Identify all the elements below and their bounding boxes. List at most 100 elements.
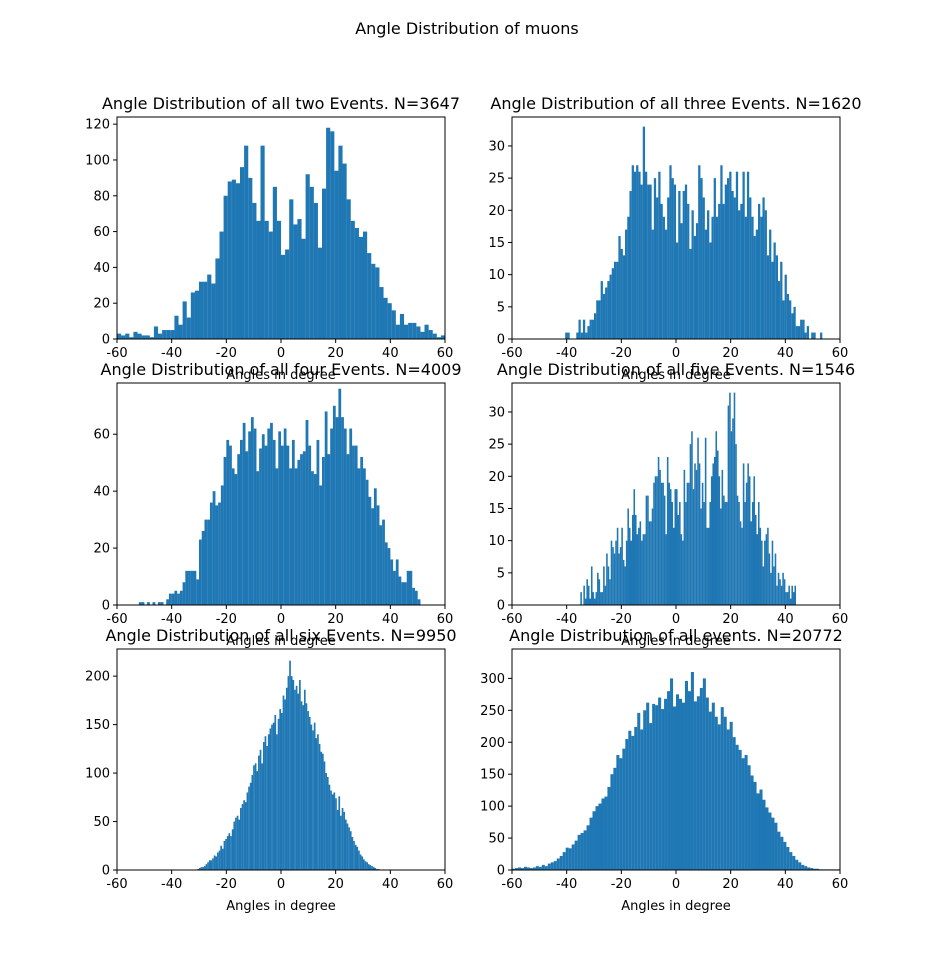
histogram-bar [303,689,306,870]
histogram-bar [592,592,595,605]
histogram-bar [707,210,710,339]
histogram-bar [635,514,637,605]
histogram-bar [707,527,710,605]
histogram-bar [642,534,645,605]
histogram-bar [688,482,690,605]
histogram-bar [724,184,728,339]
histogram-bar [395,324,400,339]
histogram-bar [373,488,377,605]
x-tick-label: -20 [216,612,237,627]
histogram-bar [374,868,377,870]
histogram-bar [695,223,699,339]
histogram-bar [697,437,699,605]
histogram-bar [289,468,292,605]
histogram-bar [240,439,243,605]
histogram-bar [401,582,405,605]
histogram-bar [775,255,778,339]
histogram-bar [602,293,606,339]
histogram-bar [282,695,285,870]
histogram-bar [290,676,293,870]
histogram-bar [708,711,712,870]
histogram-bar [305,420,309,605]
histogram-bar [417,599,421,605]
histogram-bar [753,476,756,605]
histogram-bar [768,553,771,605]
histogram-bar [158,602,161,605]
histogram-bar [638,527,640,605]
histogram-bar [655,705,659,870]
histogram-bar [607,786,611,870]
histogram-bar [773,242,776,339]
histogram-bar [215,505,219,605]
subplot-6: -60 -40 -20 0 20 40 60 0 50 100 150 200 250 300 Angle … [480,626,848,914]
histogram-bar [587,326,590,339]
histogram-bar [660,203,663,339]
histogram-bar [338,796,341,870]
histogram-bar [667,691,671,870]
histogram-bar [409,570,413,605]
histogram-bar [774,822,778,870]
histogram-bar [390,559,394,605]
y-tick-label: 30 [488,405,505,420]
histogram-bars [138,388,421,605]
histogram-bar [316,439,320,605]
histogram-bar [556,858,560,870]
histogram-bar [550,862,554,870]
histogram-bar [636,534,639,605]
histogram-bar [771,540,774,605]
histogram-bar [308,716,311,870]
histogram-bar [782,572,784,605]
y-tick-label: 30 [488,139,505,154]
histogram-bar [221,848,224,870]
histogram-bar [520,868,524,870]
histogram-bar [669,165,672,339]
histogram-bar [278,431,282,605]
histogram-bars [117,127,446,340]
histogram-bar [625,739,629,870]
histogram-bar [684,680,688,870]
histogram-bar [375,267,380,339]
histogram-bar [535,866,539,870]
histogram-bar [639,521,642,605]
histogram-bar [679,502,681,605]
histogram-bar [603,566,605,605]
histogram-bar [706,527,708,605]
histogram-bar [622,748,626,870]
histogram-bar [203,281,208,339]
subplot-4: -60 -40 -20 0 20 40 60 0 5 10 15 20 25 30 Angle Distri… [488,360,855,649]
histogram-bar [295,685,298,870]
histogram-bar [693,236,696,339]
histogram-bar [586,579,588,605]
histogram-bar [673,706,677,870]
histogram-bar [807,867,811,870]
y-tick-label: 60 [93,428,110,443]
histogram-bar [367,864,370,870]
histogram-bar [202,867,204,870]
histogram-bar [408,322,413,339]
histogram-bar [287,676,290,870]
histogram-bar [785,592,787,605]
y-tick-label: 25 [488,438,505,453]
y-tick-label: 20 [93,297,110,312]
histogram-bar [404,324,409,339]
histogram-bar [811,332,814,339]
histogram-bar [346,823,349,870]
figure-title: Angle Distribution of muons [355,19,579,38]
y-tick-label: 100 [85,153,110,168]
histogram-bar [404,582,407,605]
histogram-bar [742,171,745,339]
histogram-bar [129,337,134,339]
histogram-bar [764,540,766,605]
histogram-bar [646,702,650,870]
histogram-bar [228,833,231,870]
histogram-bar [618,553,620,605]
histogram-bar [574,840,578,870]
histogram-bar [293,224,298,339]
histogram-bar [601,798,605,870]
histogram-bar [209,502,213,605]
histogram-bar [698,165,701,339]
histogram-bar [317,247,323,339]
histogram-bar [305,703,308,870]
histogram-bar [318,743,321,870]
histogram-bar [615,540,617,605]
